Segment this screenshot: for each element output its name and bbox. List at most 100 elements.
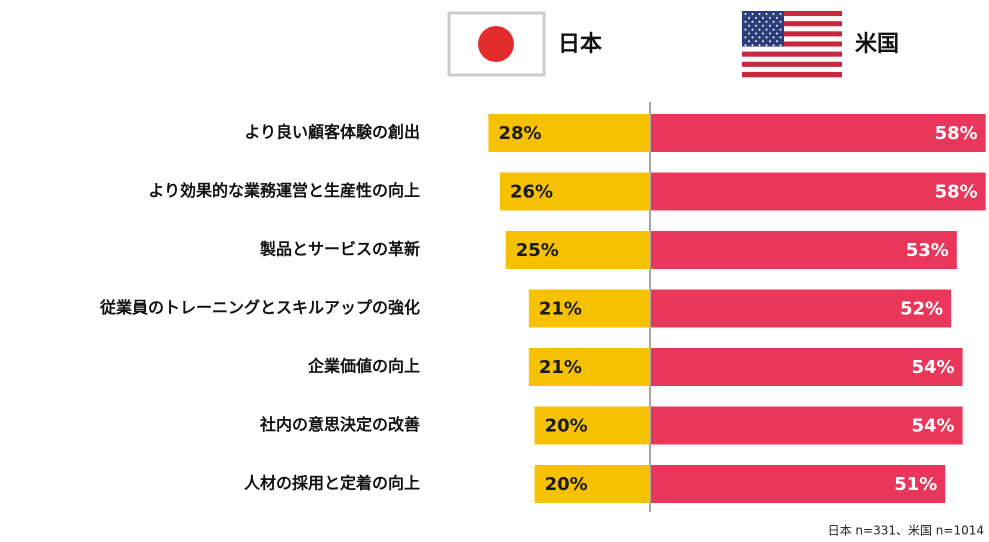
- flag-star: [779, 44, 782, 47]
- flag-star: [772, 28, 775, 31]
- flag-star: [772, 20, 775, 23]
- bar: [534, 465, 650, 503]
- data-label: 52%: [900, 299, 943, 320]
- flag-star: [776, 24, 778, 27]
- data-label: 20%: [545, 474, 588, 495]
- flag-star: [772, 13, 775, 15]
- legend: 日本 米国: [447, 11, 899, 78]
- flag-star: [744, 28, 747, 31]
- flag-star: [779, 28, 782, 31]
- flag-star: [744, 13, 747, 15]
- flag-star: [751, 36, 754, 39]
- flag-star: [772, 44, 775, 47]
- flag-stripe: [742, 36, 842, 42]
- category-label: 企業価値の向上: [307, 357, 420, 376]
- data-label: 54%: [911, 357, 954, 378]
- data-label: 20%: [545, 416, 588, 437]
- flag-stripe: [742, 56, 842, 63]
- data-label: 54%: [911, 416, 954, 437]
- flag-star: [772, 36, 775, 39]
- flag-star: [769, 16, 771, 19]
- bar: [651, 289, 952, 328]
- flag-star: [769, 32, 771, 35]
- flag-stripe: [742, 51, 842, 57]
- flag-stripe: [742, 21, 842, 27]
- legend-label: 日本: [558, 32, 602, 57]
- data-label: 26%: [510, 182, 553, 203]
- flag-star: [769, 40, 771, 43]
- flag-star: [751, 20, 754, 23]
- flag-star: [758, 20, 761, 23]
- flag-star: [744, 20, 747, 23]
- flag-stripe: [742, 66, 842, 73]
- flag-sun: [478, 26, 514, 62]
- flag-star: [751, 28, 754, 31]
- flag-star: [769, 24, 771, 27]
- data-label: 21%: [539, 299, 582, 320]
- flag-stripe: [742, 46, 842, 52]
- footnote: 日本 n=331、米国 n=1014: [828, 524, 984, 538]
- flag-star: [748, 32, 750, 35]
- flag-star: [748, 24, 750, 27]
- category-label: 製品とサービスの革新: [259, 240, 420, 259]
- legend-label: 米国: [855, 32, 899, 57]
- flag-stripe: [742, 11, 842, 17]
- flag-star: [765, 20, 768, 23]
- data-label: 21%: [539, 357, 582, 378]
- flag-star: [762, 16, 764, 19]
- bar: [651, 231, 957, 269]
- flag-star: [765, 28, 768, 31]
- flag-star: [755, 32, 757, 35]
- flag-star: [758, 28, 761, 31]
- data-label: 58%: [935, 123, 978, 144]
- bar: [651, 172, 986, 211]
- category-label: より良い顧客体験の創出: [244, 123, 420, 142]
- data-label: 28%: [498, 123, 541, 144]
- flag-stripe: [742, 31, 842, 37]
- bar: [651, 465, 946, 503]
- us-flag: [742, 11, 842, 78]
- flag-star: [765, 44, 768, 47]
- data-label: 53%: [906, 240, 949, 261]
- flag-star: [758, 36, 761, 39]
- bar: [528, 348, 650, 386]
- flag-star: [758, 44, 761, 47]
- flag-star: [748, 16, 750, 19]
- flag-star: [776, 40, 778, 43]
- category-label: 社内の意思決定の改善: [259, 415, 420, 434]
- flag-star: [765, 13, 768, 15]
- flag-star: [748, 40, 750, 43]
- flag-star: [776, 16, 778, 19]
- data-label: 58%: [935, 182, 978, 203]
- bar: [651, 114, 986, 152]
- category-label: より効果的な業務運営と生産性の向上: [148, 181, 420, 200]
- data-label: 51%: [894, 474, 937, 495]
- flag-star: [762, 32, 764, 35]
- flag-star: [751, 13, 754, 15]
- flag-star: [762, 24, 764, 27]
- flag-star: [762, 40, 764, 43]
- flag-stripe: [742, 41, 842, 47]
- flag-star: [755, 40, 757, 43]
- flag-star: [776, 32, 778, 35]
- flag-star: [765, 36, 768, 39]
- bar: [505, 231, 650, 269]
- bar: [651, 348, 963, 386]
- flag-star: [751, 44, 754, 47]
- data-label: 25%: [516, 240, 559, 261]
- flag-star: [744, 44, 747, 47]
- category-label: 人材の採用と定着の向上: [244, 474, 420, 493]
- category-label: 従業員のトレーニングとスキルアップの強化: [99, 298, 420, 317]
- bar: [651, 406, 963, 445]
- flag-star: [779, 36, 782, 39]
- flag-star: [755, 16, 757, 19]
- flag-star: [779, 13, 782, 15]
- bar: [499, 172, 650, 211]
- bar: [534, 406, 650, 445]
- bar: [488, 114, 650, 152]
- flag-star: [755, 24, 757, 27]
- flag-stripe: [742, 16, 842, 22]
- flag-star: [758, 13, 761, 15]
- flag-stripe: [742, 71, 842, 78]
